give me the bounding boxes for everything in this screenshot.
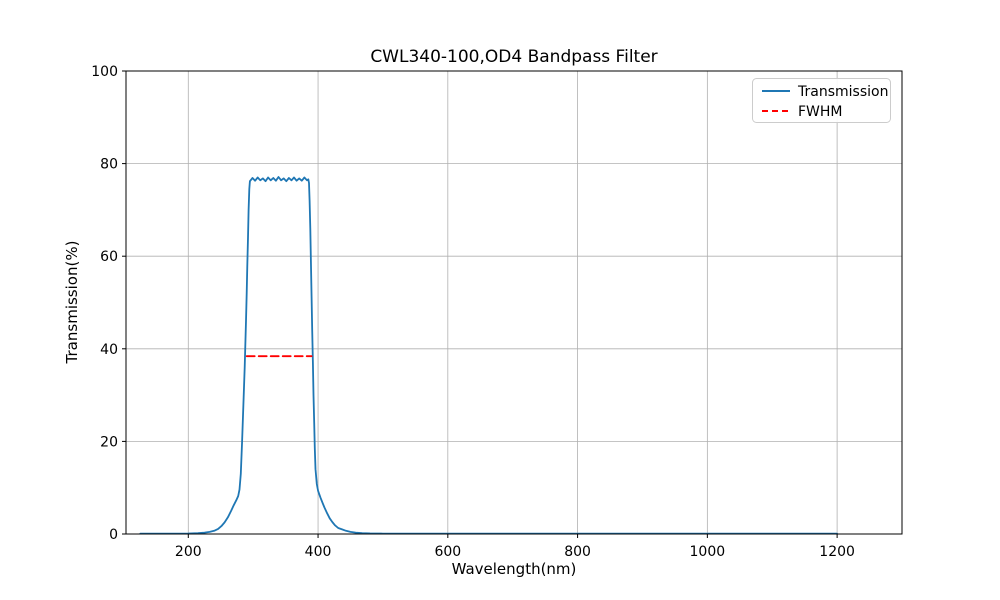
- x-axis-label: Wavelength(nm): [452, 560, 577, 578]
- x-tick-label: 1200: [819, 544, 855, 560]
- grid-layer: [126, 70, 902, 535]
- y-tick-label: 40: [100, 342, 118, 358]
- y-tick-label: 60: [100, 249, 118, 265]
- x-tick-label: 400: [305, 544, 332, 560]
- series-layer: [139, 176, 838, 535]
- transmission-line: [139, 176, 838, 535]
- plot-border: [125, 70, 903, 535]
- tick-layer: 200 400 600 800 1000 1200 0 20 40 60 80 100: [91, 64, 855, 560]
- y-tick-label: 80: [100, 157, 118, 173]
- x-tick-label: 600: [434, 544, 461, 560]
- legend: Transmission FWHM: [752, 78, 891, 123]
- legend-fwhm-label: FWHM: [798, 104, 843, 120]
- y-axis-label: Transmission(%): [63, 241, 81, 365]
- y-tick-label: 0: [109, 527, 118, 543]
- y-tick-label: 20: [100, 434, 118, 450]
- x-tick-label: 200: [175, 544, 202, 560]
- x-tick-label: 1000: [690, 544, 726, 560]
- legend-transmission-label: Transmission: [797, 84, 888, 100]
- y-tick-label: 100: [91, 64, 118, 80]
- chart-title: CWL340-100,OD4 Bandpass Filter: [370, 47, 657, 67]
- x-tick-label: 800: [564, 544, 591, 560]
